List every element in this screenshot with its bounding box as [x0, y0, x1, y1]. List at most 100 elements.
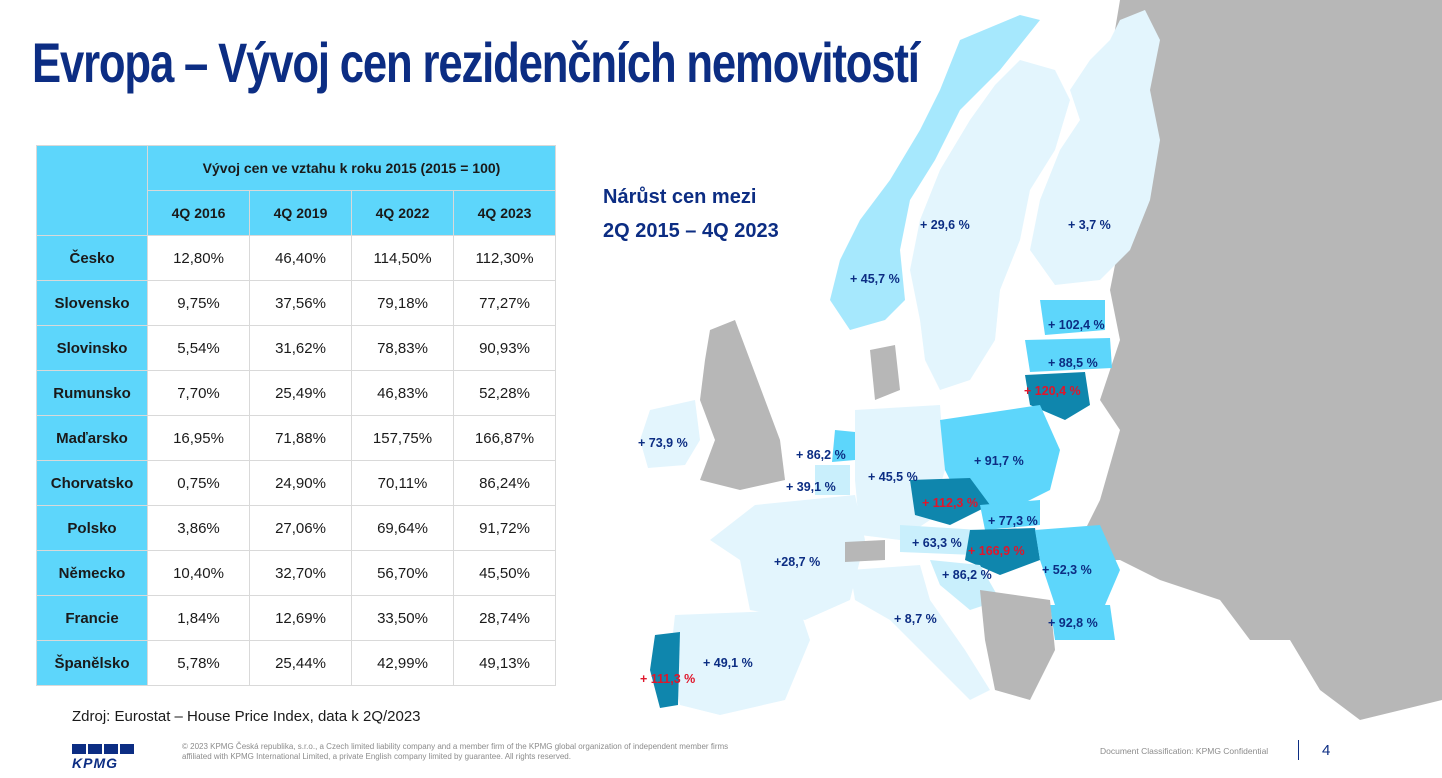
table-row: Španělsko 5,78% 25,44% 42,99% 49,13%	[36, 640, 556, 686]
column-header: 4Q 2022	[351, 190, 454, 236]
map-label-netherlands: + 86,2 %	[796, 448, 846, 462]
row-value: 12,69%	[249, 595, 352, 641]
column-header: 4Q 2023	[453, 190, 556, 236]
map-region-czechia	[910, 478, 990, 525]
map-label-czechia: + 112,3 %	[922, 496, 978, 510]
row-value: 10,40%	[147, 550, 250, 596]
row-value: 28,74%	[453, 595, 556, 641]
page-number: 4	[1322, 742, 1331, 759]
row-country: Maďarsko	[36, 415, 148, 461]
row-value: 56,70%	[351, 550, 454, 596]
table-row: Německo 10,40% 32,70% 56,70% 45,50%	[36, 550, 556, 596]
map-region-sweden	[910, 60, 1070, 390]
row-value: 37,56%	[249, 280, 352, 326]
row-value: 79,18%	[351, 280, 454, 326]
table-row: Chorvatsko 0,75% 24,90% 70,11% 86,24%	[36, 460, 556, 506]
map-label-finland: + 3,7 %	[1068, 218, 1111, 232]
column-header: 4Q 2019	[249, 190, 352, 236]
map-region-italy	[850, 565, 990, 700]
map-region-portugal	[650, 632, 680, 708]
map-label-estonia: + 102,4 %	[1048, 318, 1105, 332]
row-value: 24,90%	[249, 460, 352, 506]
row-value: 0,75%	[147, 460, 250, 506]
row-value: 46,83%	[351, 370, 454, 416]
row-value: 112,30%	[453, 235, 556, 281]
map-label-sweden: + 29,6 %	[920, 218, 970, 232]
map-label-slovakia: + 77,3 %	[988, 514, 1038, 528]
map-label-austria: + 63,3 %	[912, 536, 962, 550]
row-value: 70,11%	[351, 460, 454, 506]
map-title: Nárůst cen mezi 2Q 2015 – 4Q 2023	[603, 180, 779, 248]
table-corner	[36, 145, 148, 236]
row-value: 32,70%	[249, 550, 352, 596]
map-region-belgium	[815, 465, 850, 495]
row-value: 31,62%	[249, 325, 352, 371]
map-region-france	[710, 495, 865, 620]
map-label-slovenia-croatia: + 86,2 %	[942, 568, 992, 582]
map-label-ireland: + 73,9 %	[638, 436, 688, 450]
row-value: 52,28%	[453, 370, 556, 416]
kpmg-logo: KPMG	[72, 744, 134, 770]
row-value: 27,06%	[249, 505, 352, 551]
row-value: 7,70%	[147, 370, 250, 416]
kpmg-logo-bars	[72, 744, 134, 754]
table-row: Francie 1,84% 12,69% 33,50% 28,74%	[36, 595, 556, 641]
map-label-bulgaria: + 92,8 %	[1048, 616, 1098, 630]
row-value: 5,78%	[147, 640, 250, 686]
row-country: Slovinsko	[36, 325, 148, 371]
map-label-germany: + 45,5 %	[868, 470, 918, 484]
row-value: 46,40%	[249, 235, 352, 281]
table-row: Česko 12,80% 46,40% 114,50% 112,30%	[36, 235, 556, 281]
row-value: 91,72%	[453, 505, 556, 551]
map-region-east	[1070, 0, 1442, 720]
europe-map	[640, 0, 1442, 720]
row-value: 78,83%	[351, 325, 454, 371]
source-note: Zdroj: Eurostat – House Price Index, dat…	[72, 708, 421, 725]
map-region-austria	[900, 525, 980, 555]
table-row: Slovinsko 5,54% 31,62% 78,83% 90,93%	[36, 325, 556, 371]
map-region-balkans	[980, 590, 1055, 700]
map-region-romania	[1035, 525, 1120, 605]
row-value: 12,80%	[147, 235, 250, 281]
table-row: Maďarsko 16,95% 71,88% 157,75% 166,87%	[36, 415, 556, 461]
map-region-netherlands	[832, 430, 855, 462]
map-label-hungary: + 166,9 %	[968, 544, 1025, 558]
row-country: Chorvatsko	[36, 460, 148, 506]
row-value: 25,49%	[249, 370, 352, 416]
row-value: 71,88%	[249, 415, 352, 461]
row-value: 33,50%	[351, 595, 454, 641]
map-label-italy: + 8,7 %	[894, 612, 937, 626]
map-region-spain	[670, 610, 810, 715]
table-row: Slovensko 9,75% 37,56% 79,18% 77,27%	[36, 280, 556, 326]
row-value: 114,50%	[351, 235, 454, 281]
price-table: Vývoj cen ve vztahu k roku 2015 (2015 = …	[36, 145, 556, 686]
map-region-slovakia	[980, 500, 1040, 530]
row-value: 157,75%	[351, 415, 454, 461]
row-value: 77,27%	[453, 280, 556, 326]
map-label-portugal: + 111,3 %	[640, 672, 696, 686]
row-value: 5,54%	[147, 325, 250, 371]
table-header-main: Vývoj cen ve vztahu k roku 2015 (2015 = …	[147, 145, 556, 191]
footer-divider	[1298, 740, 1299, 760]
document-classification: Document Classification: KPMG Confidenti…	[1100, 746, 1269, 756]
map-label-norway: + 45,7 %	[850, 272, 900, 286]
row-country: Francie	[36, 595, 148, 641]
row-country: Španělsko	[36, 640, 148, 686]
map-region-uk	[700, 320, 785, 490]
row-value: 45,50%	[453, 550, 556, 596]
row-country: Rumunsko	[36, 370, 148, 416]
table-row: Rumunsko 7,70% 25,49% 46,83% 52,28%	[36, 370, 556, 416]
map-label-poland: + 91,7 %	[974, 454, 1024, 468]
row-value: 69,64%	[351, 505, 454, 551]
kpmg-logo-text: KPMG	[72, 755, 118, 771]
row-country: Slovensko	[36, 280, 148, 326]
map-label-latvia: + 88,5 %	[1048, 356, 1098, 370]
row-value: 9,75%	[147, 280, 250, 326]
map-region-norway	[830, 15, 1040, 330]
row-value: 42,99%	[351, 640, 454, 686]
map-region-latvia	[1025, 338, 1112, 372]
row-value: 49,13%	[453, 640, 556, 686]
map-label-spain: + 49,1 %	[703, 656, 753, 670]
row-value: 166,87%	[453, 415, 556, 461]
map-region-hungary	[965, 528, 1040, 575]
